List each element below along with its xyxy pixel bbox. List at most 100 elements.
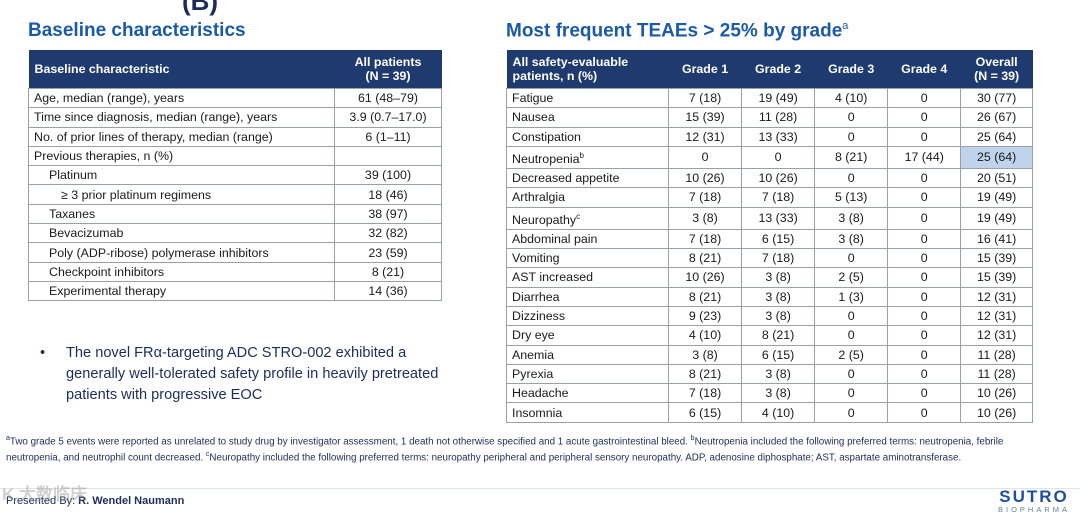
presenter-label: Presented By: <box>6 495 76 507</box>
row-value: 61 (48–79) <box>334 87 442 109</box>
row-value: 32 (82) <box>334 223 442 244</box>
grade2-cell: 3 (8) <box>741 363 816 385</box>
grade4-cell: 0 <box>887 248 962 269</box>
teae-name: AST increased <box>512 270 594 285</box>
footnote-c-marker: c <box>205 451 210 459</box>
grade3-cell: 0 <box>814 168 889 189</box>
footnote-abbreviations: ADP, adenosine diphosphate; AST, asparta… <box>685 452 962 464</box>
grade3-cell: 0 <box>814 107 889 128</box>
teae-name-cell: Arthralgia <box>506 187 669 208</box>
teae-name-cell: Decreased appetite <box>506 168 669 189</box>
row-label: Platinum <box>28 165 335 186</box>
summary-bullet: • The novel FRα-targeting ADC STRO-002 e… <box>40 343 460 406</box>
table-row: AST increased 10 (26) 3 (8) 2 (5) 0 15 (39) <box>506 267 1033 288</box>
grade3-cell: 2 (5) <box>814 344 889 365</box>
grade2-cell: 19 (49) <box>741 87 816 109</box>
teae-table-body: Fatigue 7 (18) 19 (49) 4 (10) 0 30 (77) Nausea… <box>506 87 1033 423</box>
watermark: K 大数临床 <box>2 485 87 504</box>
footnotes: aTwo grade 5 events were reported as unr… <box>6 432 1056 465</box>
overall-cell: 10 (26) <box>960 402 1033 423</box>
grade1-cell: 7 (18) <box>667 383 743 404</box>
teae-footnote-marker: c <box>576 211 581 221</box>
grade3-cell: 0 <box>814 383 889 404</box>
teae-name: Diarrhea <box>512 289 560 304</box>
grade3-cell: 0 <box>814 305 889 327</box>
grade4-cell: 0 <box>887 206 962 230</box>
grade1-cell: 12 (31) <box>667 126 743 147</box>
teae-name-cell: Insomnia <box>506 402 669 423</box>
overall-cell: 15 (39) <box>960 267 1033 288</box>
grade4-cell: 0 <box>887 402 962 423</box>
table-row: Decreased appetite 10 (26) 10 (26) 0 0 20 (51… <box>506 168 1033 189</box>
teae-title-sup: a <box>842 20 849 32</box>
teae-name: Neuropathy <box>512 212 577 227</box>
teae-header-population-line2: patients, n (%) <box>512 69 598 83</box>
grade3-cell: 3 (8) <box>814 228 889 250</box>
grade1-cell: 0 <box>667 145 743 170</box>
baseline-header-row: Baseline characteristic All patients (N … <box>28 50 442 89</box>
table-row: Diarrhea 8 (21) 3 (8) 1 (3) 0 12 (31) <box>506 286 1033 307</box>
teae-header-grade3: Grade 3 <box>814 50 888 89</box>
grade4-cell: 0 <box>887 344 962 365</box>
grade1-cell: 15 (39) <box>667 107 743 128</box>
teae-header-overall: Overall (N = 39) <box>960 50 1033 89</box>
overall-cell: 10 (26) <box>960 383 1033 404</box>
teae-name: Insomnia <box>512 405 563 420</box>
grade2-cell: 3 (8) <box>741 305 816 327</box>
grade4-cell: 0 <box>887 228 962 250</box>
teae-name-cell: Neutropeniab <box>506 145 669 170</box>
row-value: 3.9 (0.7–17.0) <box>334 107 442 128</box>
teae-header-grade2: Grade 2 <box>741 50 815 89</box>
teae-header-population: All safety-evaluable patients, n (%) <box>506 50 669 89</box>
grade1-cell: 9 (23) <box>667 305 743 327</box>
grade4-cell: 0 <box>887 363 962 385</box>
row-value: 38 (97) <box>334 203 442 225</box>
grade3-cell: 3 (8) <box>814 206 889 230</box>
teae-name-cell: Anemia <box>506 344 669 365</box>
table-row: Taxanes 38 (97) <box>28 203 442 225</box>
grade4-cell: 0 <box>887 187 962 208</box>
row-value: 14 (36) <box>334 280 442 302</box>
teae-header-overall-line2: (N = 39) <box>974 69 1020 83</box>
table-row: Previous therapies, n (%) <box>28 145 442 167</box>
grade2-cell: 0 <box>741 145 816 170</box>
row-label: No. of prior lines of therapy, median (r… <box>28 126 335 147</box>
row-value: 18 (46) <box>334 184 442 205</box>
teae-name: Headache <box>512 386 569 401</box>
teae-header-population-line1: All safety-evaluable <box>512 55 629 69</box>
teae-name-cell: Nausea <box>506 107 669 128</box>
footnote-b-text: Neutropenia included the following prefe… <box>6 436 1004 464</box>
grade2-cell: 11 (28) <box>741 107 816 128</box>
grade3-cell: 0 <box>814 363 889 385</box>
grade2-cell: 3 (8) <box>741 286 816 307</box>
table-row: Arthralgia 7 (18) 7 (18) 5 (13) 0 19 (49) <box>506 187 1033 208</box>
table-row: Pyrexia 8 (21) 3 (8) 0 0 11 (28) <box>506 363 1033 385</box>
row-value: 8 (21) <box>334 261 442 282</box>
footnote-b-marker: b <box>690 435 695 442</box>
teae-name: Arthralgia <box>512 190 566 205</box>
row-label: ≥ 3 prior platinum regimens <box>28 184 335 205</box>
teae-name: Vomiting <box>512 251 560 266</box>
teae-name: Neutropenia <box>512 152 580 167</box>
table-row: Dizziness 9 (23) 3 (8) 0 0 12 (31) <box>506 305 1033 327</box>
grade1-cell: 3 (8) <box>667 206 743 230</box>
teae-name: Pyrexia <box>512 366 554 381</box>
table-row: Abdominal pain 7 (18) 6 (15) 3 (8) 0 16 (41) <box>506 228 1033 250</box>
overall-cell: 26 (67) <box>960 107 1033 128</box>
teae-name: Anemia <box>512 347 555 362</box>
table-row: Neutropeniab 0 0 8 (21) 17 (44) 25 (64) <box>506 145 1033 170</box>
footnote-a-text: Two grade 5 events were reported as unre… <box>9 436 688 448</box>
table-row: Age, median (range), years 61 (48–79) <box>28 87 442 109</box>
grade1-cell: 7 (18) <box>667 87 743 109</box>
teae-name: Fatigue <box>512 91 554 106</box>
overall-cell: 19 (49) <box>960 206 1033 230</box>
grade2-cell: 3 (8) <box>741 383 816 404</box>
table-row: Neuropathyc 3 (8) 13 (33) 3 (8) 0 19 (49) <box>506 206 1033 230</box>
row-label: Checkpoint inhibitors <box>28 261 335 282</box>
teae-name-cell: Vomiting <box>506 248 669 269</box>
teae-name-cell: Abdominal pain <box>506 228 669 250</box>
table-row: Dry eye 4 (10) 8 (21) 0 0 12 (31) <box>506 325 1033 346</box>
grade2-cell: 13 (33) <box>741 206 816 230</box>
overall-cell: 11 (28) <box>960 363 1033 385</box>
teae-header-overall-line1: Overall <box>975 55 1018 69</box>
